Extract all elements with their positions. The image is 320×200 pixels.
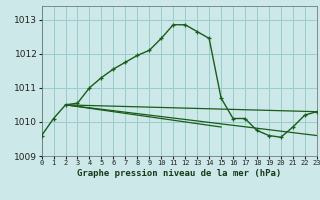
X-axis label: Graphe pression niveau de la mer (hPa): Graphe pression niveau de la mer (hPa): [77, 169, 281, 178]
